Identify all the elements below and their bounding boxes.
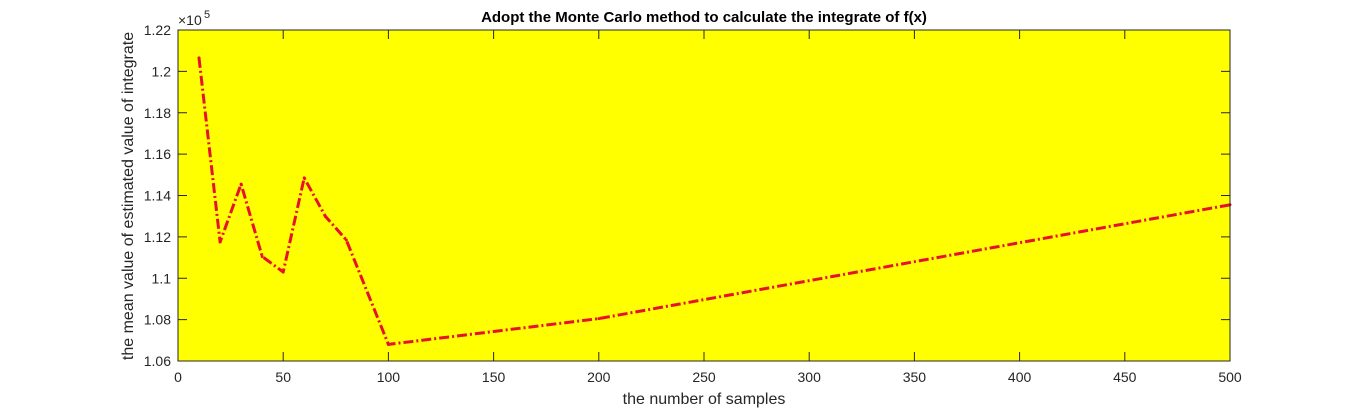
y-tick-label: 1.06	[144, 353, 171, 369]
data-point	[239, 182, 243, 186]
y-tick-label: 1.14	[144, 188, 171, 204]
y-axis-exponent-power: 5	[204, 9, 210, 21]
x-tick-label: 50	[275, 369, 291, 385]
data-point	[344, 238, 348, 242]
y-tick-label: 1.1	[152, 270, 172, 286]
y-tick-label: 1.2	[152, 63, 172, 79]
data-point	[260, 255, 264, 259]
y-axis-label: the mean value of estimated value of int…	[120, 32, 137, 360]
data-point	[386, 342, 390, 346]
x-tick-label: 300	[798, 369, 822, 385]
data-point	[597, 317, 601, 321]
x-axis-label: the number of samples	[623, 391, 786, 408]
y-tick-label: 1.12	[144, 229, 171, 245]
x-tick-label: 450	[1113, 369, 1137, 385]
chart-title: Adopt the Monte Carlo method to calculat…	[481, 9, 927, 26]
series-line	[197, 57, 1231, 346]
x-tick-label: 400	[1008, 369, 1032, 385]
data-point	[197, 56, 201, 60]
y-tick-label: 1.18	[144, 105, 171, 121]
x-tick-label: 150	[482, 369, 506, 385]
x-tick-label: 500	[1218, 369, 1242, 385]
y-tick-label: 1.22	[144, 22, 171, 38]
series-layer	[197, 56, 1232, 346]
data-point	[302, 176, 306, 180]
tick-layer: 0 50 100 150 200 250 300 350 400 450 500 1.06 1.08 1.…	[144, 22, 1242, 385]
y-tick-label: 1.08	[144, 312, 171, 328]
data-point	[323, 214, 327, 218]
y-axis-exponent-base: ×10	[178, 12, 202, 28]
x-tick-label: 250	[692, 369, 716, 385]
x-tick-label: 200	[587, 369, 611, 385]
x-tick-label: 100	[377, 369, 401, 385]
x-tick-label: 350	[903, 369, 927, 385]
data-point	[218, 240, 222, 244]
plot-area-background	[178, 30, 1230, 361]
y-tick-label: 1.16	[144, 146, 171, 162]
data-point	[281, 270, 285, 274]
x-tick-label: 0	[174, 369, 182, 385]
